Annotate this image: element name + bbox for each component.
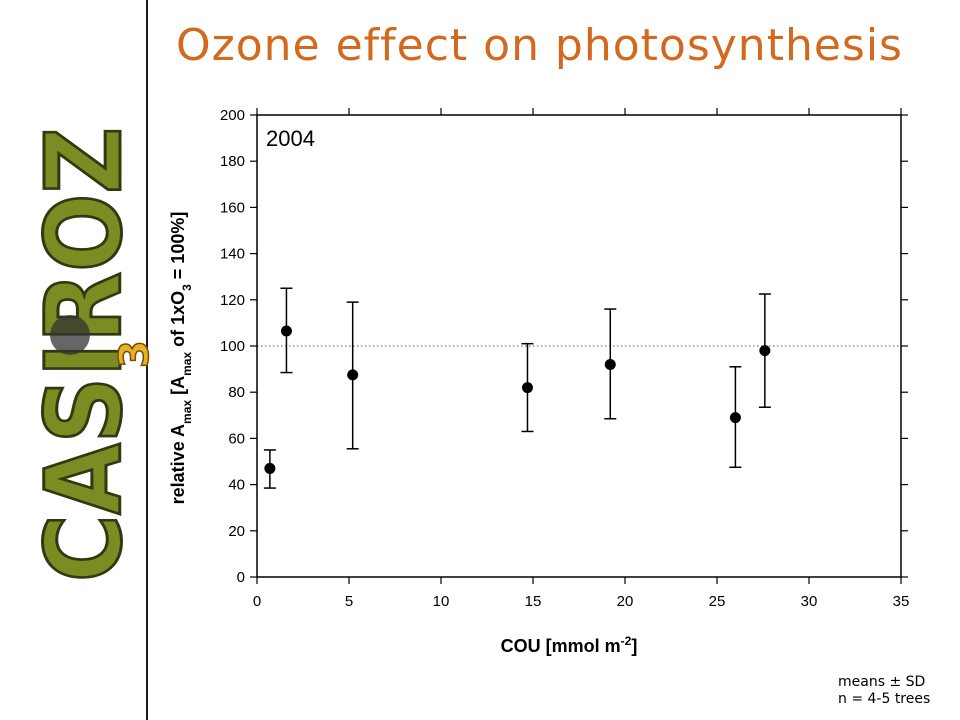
data-point xyxy=(280,287,293,374)
data-marker xyxy=(521,382,533,394)
x-tick-label: 0 xyxy=(253,593,261,610)
y-tick-label: 120 xyxy=(220,292,245,309)
y-tick-label: 80 xyxy=(228,384,245,401)
logo-text: CASIROZ xyxy=(23,127,145,582)
data-marker xyxy=(280,325,292,337)
x-tick-label: 15 xyxy=(525,593,542,610)
x-tick-label: 20 xyxy=(617,593,634,610)
x-tick-label: 35 xyxy=(893,593,910,610)
slide-title: Ozone effect on photosynthesis xyxy=(176,20,903,71)
x-tick-label: 25 xyxy=(709,593,726,610)
x-tick-label: 30 xyxy=(801,593,818,610)
data-point xyxy=(604,308,617,420)
x-tick-label: 5 xyxy=(345,593,353,610)
casiroz-logo: CASIROZ 3 xyxy=(22,126,151,584)
y-tick-label: 200 xyxy=(220,107,245,124)
data-point xyxy=(521,342,534,433)
y-tick-label: 40 xyxy=(228,477,245,494)
y-tick-label: 20 xyxy=(228,523,245,540)
y-tick-label: 140 xyxy=(220,246,245,263)
x-tick-label: 10 xyxy=(433,593,450,610)
y-tick-label: 0 xyxy=(237,569,245,586)
data-point xyxy=(758,293,771,408)
chart-annotation: 2004 xyxy=(266,126,315,151)
y-tick-label: 160 xyxy=(220,199,245,216)
data-marker xyxy=(729,412,741,424)
y-axis-label: relative Amax [Amax of 1xO3 = 100%] xyxy=(168,212,194,505)
chart-notes: means ± SD n = 4-5 trees xyxy=(838,674,930,708)
data-point xyxy=(263,449,276,489)
data-point xyxy=(729,366,742,469)
plot-frame xyxy=(256,114,902,578)
data-marker xyxy=(347,369,359,381)
data-marker xyxy=(759,345,771,357)
vertical-divider xyxy=(146,0,148,720)
tree-silhouette-icon xyxy=(50,315,90,355)
note-sample-size: n = 4-5 trees xyxy=(838,691,931,707)
data-marker xyxy=(604,358,616,370)
data-point xyxy=(346,301,359,450)
y-tick-label: 100 xyxy=(220,338,245,355)
chart: 0 20 40 60 80 100 120 140 160 180 200 0 5 10 15 20 25 30… xyxy=(168,107,910,656)
y-tick-label: 180 xyxy=(220,153,245,170)
note-means-sd: means ± SD xyxy=(838,674,926,690)
logo-subscript: 3 xyxy=(112,340,150,368)
data-marker xyxy=(264,462,276,474)
y-tick-label: 60 xyxy=(228,430,245,447)
x-axis-label: COU [mmol m-2] xyxy=(501,634,638,656)
